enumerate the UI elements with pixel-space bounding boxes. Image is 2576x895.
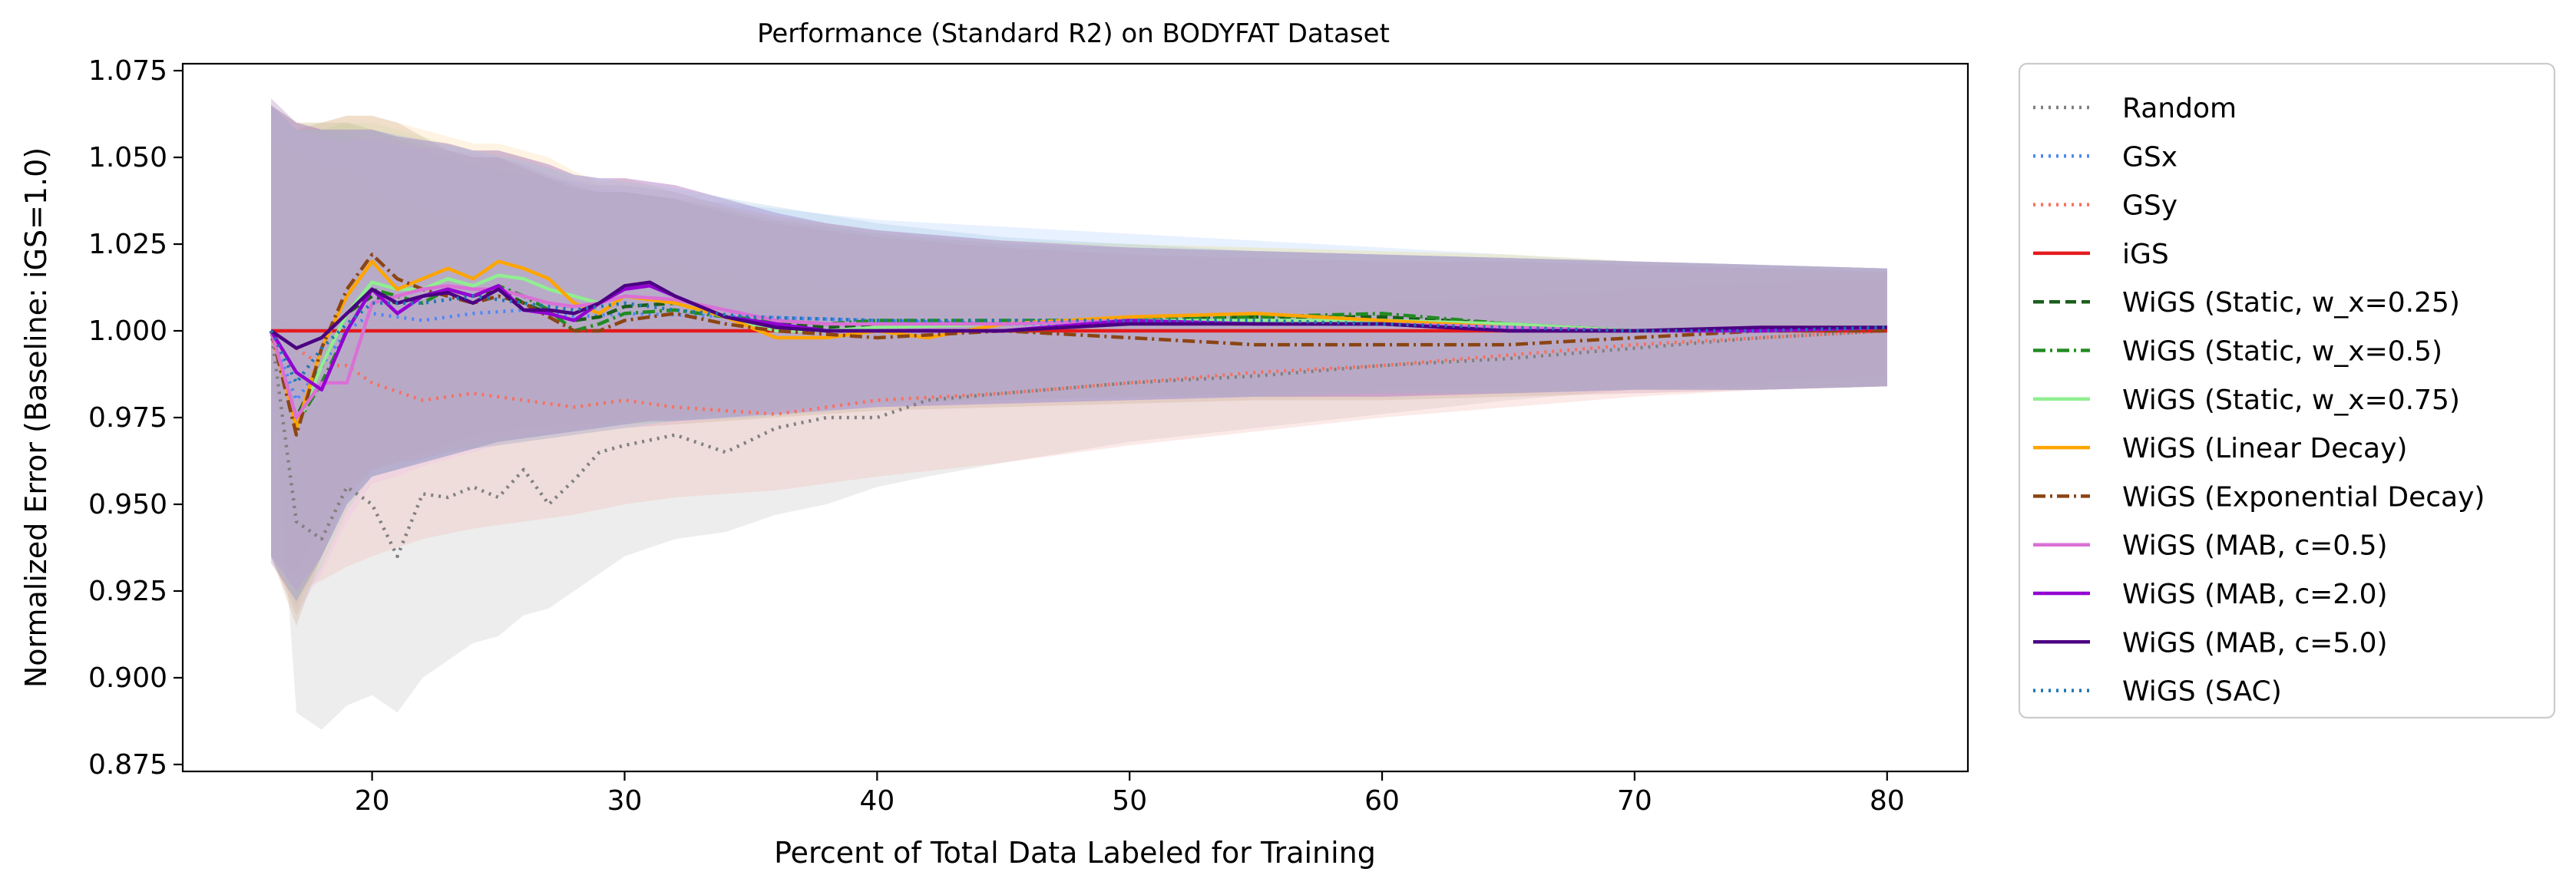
x-tick-label: 40 bbox=[859, 785, 894, 817]
chart-title: Performance (Standard R2) on BODYFAT Dat… bbox=[757, 18, 1390, 49]
legend-label: WiGS (Linear Decay) bbox=[2122, 433, 2407, 464]
legend-label: WiGS (Exponential Decay) bbox=[2122, 481, 2485, 513]
band-wigs-linear-decay bbox=[271, 105, 1887, 616]
series-line-wigs-sac bbox=[270, 294, 1887, 385]
legend-label: WiGS (SAC) bbox=[2122, 676, 2282, 708]
band-wigs-mab-c-5-0 bbox=[271, 98, 1887, 602]
y-tick-label: 1.075 bbox=[88, 55, 167, 87]
series-line-random bbox=[269, 329, 1887, 559]
y-tick-label: 0.925 bbox=[88, 576, 167, 607]
plot-area bbox=[181, 62, 1969, 773]
y-axis-label: Normalized Error (Baseline: iGS=1.0) bbox=[19, 147, 53, 688]
band-wigs-static-w-x-0-5 bbox=[271, 105, 1887, 616]
x-tick-label: 60 bbox=[1364, 785, 1400, 817]
legend-label: iGS bbox=[2122, 239, 2169, 270]
x-tick-label: 50 bbox=[1112, 785, 1147, 817]
y-tick-label: 1.050 bbox=[88, 142, 167, 173]
y-tick-label: 0.950 bbox=[88, 489, 167, 520]
band-wigs-static-w-x-0-25 bbox=[271, 105, 1887, 609]
legend-label: WiGS (Static, w_x=0.75) bbox=[2122, 385, 2460, 416]
x-tick-label: 80 bbox=[1870, 785, 1905, 817]
band-gsx bbox=[271, 105, 1887, 574]
legend-label: WiGS (MAB, c=2.0) bbox=[2122, 579, 2388, 610]
x-axis: 20 30 40 50 60 70 80 bbox=[355, 771, 1905, 817]
legend-label: GSx bbox=[2122, 141, 2178, 173]
legend-label: WiGS (Static, w_x=0.25) bbox=[2122, 287, 2460, 319]
y-axis: 0.875 0.900 0.925 0.950 0.975 1.000 1.025 1.050… bbox=[88, 55, 183, 781]
band-gsy bbox=[271, 140, 1887, 591]
y-tick-label: 0.975 bbox=[88, 402, 167, 434]
y-tick-label: 1.025 bbox=[88, 229, 167, 260]
band-random bbox=[271, 279, 1887, 730]
band-wigs-mab-c-0-5 bbox=[271, 105, 1887, 616]
confidence-bands bbox=[271, 98, 1887, 730]
band-wigs-mab-c-2-0 bbox=[271, 105, 1887, 591]
x-tick-label: 30 bbox=[607, 785, 643, 817]
legend-frame bbox=[2018, 62, 2556, 719]
legend-label: WiGS (Static, w_x=0.5) bbox=[2122, 336, 2442, 368]
legend-label: Random bbox=[2122, 93, 2237, 124]
x-tick-label: 70 bbox=[1617, 785, 1652, 817]
series-line-wigs-exponential-decay bbox=[269, 253, 1887, 437]
x-tick-label: 20 bbox=[355, 785, 390, 817]
y-tick-label: 1.000 bbox=[88, 315, 167, 347]
series-lines bbox=[269, 253, 1887, 559]
series-line-wigs-mab-c-5-0 bbox=[270, 280, 1887, 350]
y-tick-label: 0.900 bbox=[88, 662, 167, 694]
band-wigs-sac bbox=[271, 105, 1887, 602]
series-line-wigs-static-w-x-0-5 bbox=[269, 284, 1887, 427]
legend-label: GSy bbox=[2122, 190, 2178, 222]
x-axis-label: Percent of Total Data Labeled for Traini… bbox=[774, 836, 1376, 870]
band-wigs-exponential-decay bbox=[271, 105, 1887, 626]
legend-label: WiGS (MAB, c=0.5) bbox=[2122, 530, 2388, 562]
legend: Random GSx GSy iGS WiGS (Static, w_x=0.25) Wi… bbox=[2018, 62, 2556, 719]
band-wigs-static-w-x-0-75 bbox=[271, 105, 1887, 616]
legend-label: WiGS (MAB, c=5.0) bbox=[2122, 627, 2388, 659]
y-tick-label: 0.875 bbox=[88, 749, 167, 781]
